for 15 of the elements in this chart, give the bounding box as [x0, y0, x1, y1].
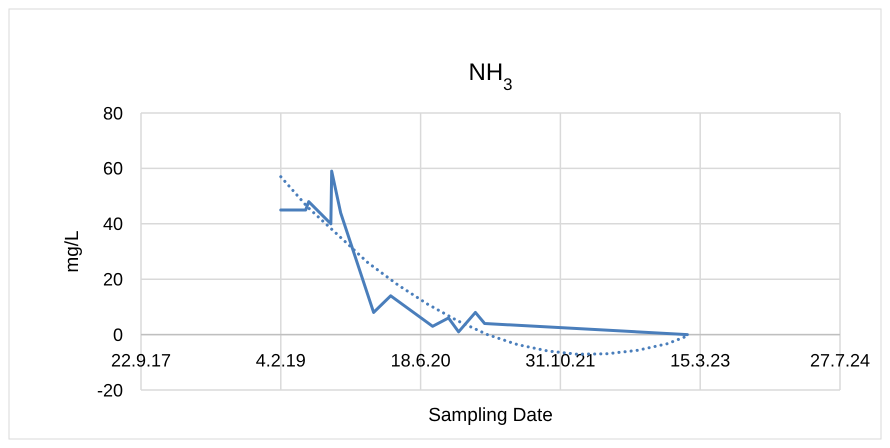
x-tick-label: 31.10.21 [525, 350, 596, 371]
chart-title: NH$_{3}$ [468, 59, 513, 94]
x-tick-label: 4.2.19 [256, 350, 306, 371]
x-tick-label: 18.6.20 [390, 350, 451, 371]
y-tick-label: 40 [102, 214, 123, 234]
x-tick-label: 27.7.24 [810, 350, 870, 371]
y-tick-label: 60 [102, 158, 123, 179]
y-tick-label: 20 [102, 270, 123, 290]
y-tick-label: -20 [96, 380, 123, 400]
x-axis-title: Sampling Date [428, 405, 553, 426]
y-tick-label: 80 [102, 103, 123, 124]
x-tick-label: 22.9.17 [110, 350, 172, 371]
y-tick-label: 0 [112, 324, 123, 345]
x-tick-label: 15.3.23 [670, 350, 730, 371]
y-axis-title: mg/L [62, 230, 83, 273]
